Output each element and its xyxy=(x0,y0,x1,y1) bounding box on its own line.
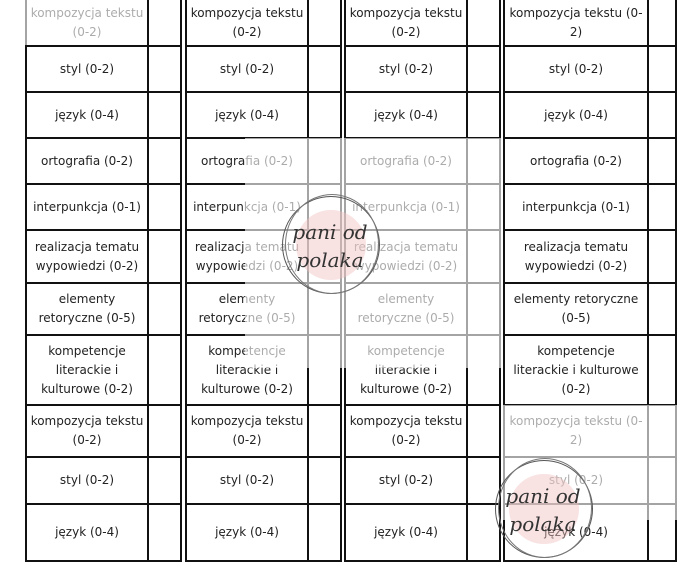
score-cell[interactable] xyxy=(647,282,677,336)
criterion-label: język (0-4) xyxy=(344,503,468,562)
score-cell[interactable] xyxy=(466,137,501,185)
score-cell[interactable] xyxy=(307,0,342,47)
score-cell[interactable] xyxy=(147,456,182,505)
score-cell[interactable] xyxy=(647,404,677,458)
criterion-label: ortografia (0-2) xyxy=(503,137,649,185)
score-cell[interactable] xyxy=(466,334,501,406)
criterion-label: realizacja tematu wypowiedzi (0-2) xyxy=(344,229,468,284)
criterion-label: kompetencje literackie i kulturowe (0-2) xyxy=(503,334,649,406)
criterion-label: język (0-4) xyxy=(185,91,309,139)
score-cell[interactable] xyxy=(147,0,182,47)
score-cell[interactable] xyxy=(307,456,342,505)
criterion-label: kompozycja tekstu (0-2) xyxy=(185,0,309,47)
criterion-label: styl (0-2) xyxy=(344,45,468,93)
score-cell[interactable] xyxy=(466,229,501,284)
criterion-label: kompozycja tekstu (0-2) xyxy=(25,0,149,47)
score-cell[interactable] xyxy=(647,137,677,185)
criterion-label: styl (0-2) xyxy=(185,456,309,505)
criterion-label: elementy retoryczne (0-5) xyxy=(25,282,149,336)
criterion-label: ortografia (0-2) xyxy=(344,137,468,185)
criterion-label: kompetencje literackie i kulturowe (0-2) xyxy=(25,334,149,406)
criterion-label: kompozycja tekstu (0-2) xyxy=(344,404,468,458)
criterion-label: kompetencje literackie i kulturowe (0-2) xyxy=(185,334,309,406)
score-cell[interactable] xyxy=(466,45,501,93)
score-cell[interactable] xyxy=(147,183,182,231)
criterion-label: interpunkcja (0-1) xyxy=(344,183,468,231)
criterion-label: kompozycja tekstu (0-2) xyxy=(25,404,149,458)
score-cell[interactable] xyxy=(147,137,182,185)
score-cell[interactable] xyxy=(647,45,677,93)
criterion-label: interpunkcja (0-1) xyxy=(503,183,649,231)
score-cell[interactable] xyxy=(647,229,677,284)
criterion-label: styl (0-2) xyxy=(503,45,649,93)
criterion-label: język (0-4) xyxy=(344,91,468,139)
criterion-label: styl (0-2) xyxy=(503,456,649,505)
score-cell[interactable] xyxy=(466,282,501,336)
score-cell[interactable] xyxy=(647,0,677,47)
score-cell[interactable] xyxy=(307,137,342,185)
score-cell[interactable] xyxy=(147,334,182,406)
criterion-label: styl (0-2) xyxy=(25,45,149,93)
score-cell[interactable] xyxy=(307,91,342,139)
criterion-label: język (0-4) xyxy=(503,503,649,562)
score-cell[interactable] xyxy=(647,91,677,139)
criterion-label: realizacja tematu wypowiedzi (0-2) xyxy=(25,229,149,284)
criterion-label: styl (0-2) xyxy=(344,456,468,505)
score-cell[interactable] xyxy=(647,334,677,406)
score-cell[interactable] xyxy=(307,183,342,231)
score-cell[interactable] xyxy=(147,91,182,139)
score-cell[interactable] xyxy=(147,404,182,458)
criterion-label: interpunkcja (0-1) xyxy=(25,183,149,231)
criterion-label: elementy retoryczne (0-5) xyxy=(503,282,649,336)
criterion-label: ortografia (0-2) xyxy=(185,137,309,185)
score-cell[interactable] xyxy=(647,503,677,562)
criterion-label: styl (0-2) xyxy=(185,45,309,93)
score-cell[interactable] xyxy=(466,503,501,562)
score-cell[interactable] xyxy=(147,282,182,336)
score-cell[interactable] xyxy=(647,456,677,505)
criterion-label: kompozycja tekstu (0-2) xyxy=(503,0,649,47)
criterion-label: kompozycja tekstu (0-2) xyxy=(503,404,649,458)
score-cell[interactable] xyxy=(647,183,677,231)
criterion-label: język (0-4) xyxy=(25,91,149,139)
score-cell[interactable] xyxy=(147,229,182,284)
criterion-label: kompetencje literackie i kulturowe (0-2) xyxy=(344,334,468,406)
criterion-label: język (0-4) xyxy=(25,503,149,562)
criterion-label: styl (0-2) xyxy=(25,456,149,505)
score-cell[interactable] xyxy=(307,229,342,284)
score-cell[interactable] xyxy=(466,0,501,47)
criterion-label: elementy retoryczne (0-5) xyxy=(344,282,468,336)
score-cell[interactable] xyxy=(466,91,501,139)
score-cell[interactable] xyxy=(147,503,182,562)
score-cell[interactable] xyxy=(307,404,342,458)
score-cell[interactable] xyxy=(466,404,501,458)
criterion-label: kompozycja tekstu (0-2) xyxy=(344,0,468,47)
criterion-label: realizacja tematu wypowiedzi (0-2) xyxy=(503,229,649,284)
criterion-label: język (0-4) xyxy=(185,503,309,562)
criterion-label: kompozycja tekstu (0-2) xyxy=(185,404,309,458)
score-cell[interactable] xyxy=(307,334,342,406)
criterion-label: elementy retoryczne (0-5) xyxy=(185,282,309,336)
score-cell[interactable] xyxy=(466,183,501,231)
criterion-label: język (0-4) xyxy=(503,91,649,139)
score-cell[interactable] xyxy=(307,282,342,336)
score-cell[interactable] xyxy=(466,456,501,505)
score-cell[interactable] xyxy=(307,503,342,562)
score-cell[interactable] xyxy=(147,45,182,93)
score-cell[interactable] xyxy=(307,45,342,93)
criterion-label: interpunkcja (0-1) xyxy=(185,183,309,231)
criterion-label: realizacja tematu wypowiedzi (0-2) xyxy=(185,229,309,284)
criterion-label: ortografia (0-2) xyxy=(25,137,149,185)
